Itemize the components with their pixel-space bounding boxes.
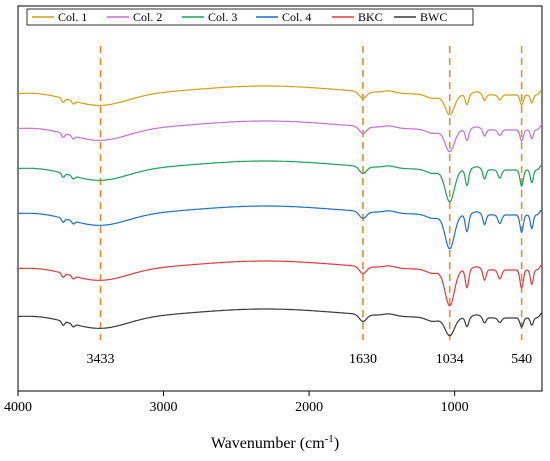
x-tick-label: 1000 bbox=[441, 400, 469, 415]
peak-label: 540 bbox=[511, 352, 532, 367]
peak-guides bbox=[99, 46, 523, 340]
series-line bbox=[18, 85, 543, 116]
legend-label: Col. 2 bbox=[133, 10, 162, 24]
x-axis-ticks: 4000 3000 2000 1000 bbox=[4, 391, 469, 415]
series-line bbox=[18, 205, 543, 250]
legend-label: Col. 1 bbox=[58, 10, 87, 24]
series-line bbox=[18, 308, 543, 337]
plot-frame bbox=[17, 5, 543, 392]
legend-label: BWC bbox=[420, 10, 447, 24]
x-tick-label: 3000 bbox=[150, 400, 178, 415]
series-line bbox=[18, 260, 543, 307]
x-tick-label: 2000 bbox=[295, 400, 323, 415]
peak-labels: 3433 1630 1034 540 bbox=[87, 352, 533, 367]
peak-label: 3433 bbox=[87, 352, 115, 367]
legend-label: BKC bbox=[358, 10, 383, 24]
legend-label: Col. 3 bbox=[208, 10, 237, 24]
legend: Col. 1 Col. 2 Col. 3 Col. 4 BKC BWC bbox=[26, 8, 474, 26]
series-line bbox=[18, 160, 543, 203]
legend-label: Col. 4 bbox=[282, 10, 311, 24]
peak-label: 1630 bbox=[349, 352, 377, 367]
legend-box bbox=[26, 8, 474, 26]
x-axis-label: Wavenumber (cm-1) bbox=[211, 433, 339, 452]
series-lines bbox=[18, 85, 543, 337]
x-tick-label: 4000 bbox=[4, 400, 32, 415]
series-line bbox=[18, 120, 543, 153]
peak-label: 1034 bbox=[436, 352, 464, 367]
